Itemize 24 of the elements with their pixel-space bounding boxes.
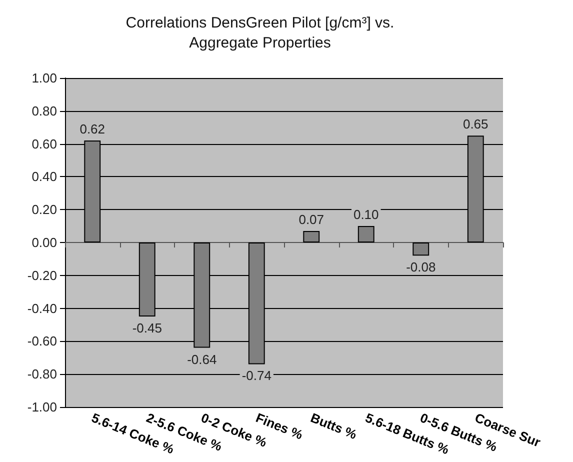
data-label: 0.65 [462, 116, 488, 132]
y-tick-label: -0.40 [27, 300, 57, 316]
y-tick-label: -1.00 [27, 400, 57, 414]
data-label: 0.10 [353, 207, 379, 222]
y-tick-label: 0.60 [32, 136, 57, 152]
data-label: 0.62 [80, 122, 106, 137]
y-tick-label: 1.00 [32, 70, 57, 86]
data-label: 0.07 [298, 212, 324, 227]
y-tick-label: 0.00 [32, 235, 57, 250]
y-tick-label: 0.80 [32, 103, 57, 118]
chart-title: Correlations DensGreen Pilot [g/cm³] vs. Aggregate Properties [126, 14, 394, 52]
bar [412, 242, 430, 256]
bar [358, 226, 374, 242]
data-label: -0.64 [187, 352, 217, 367]
y-tick-label: 0.20 [32, 202, 57, 218]
y-tick-label: 0.40 [32, 169, 57, 184]
y-tick-label: -0.80 [27, 366, 57, 382]
x-tick-label: Butts % [308, 410, 360, 442]
data-label: -0.45 [132, 320, 162, 336]
data-label: -0.08 [406, 260, 436, 275]
bar [303, 230, 320, 242]
data-label: -0.74 [242, 368, 272, 384]
y-tick-label: -0.20 [27, 268, 57, 283]
y-tick-label: -0.60 [27, 334, 57, 349]
